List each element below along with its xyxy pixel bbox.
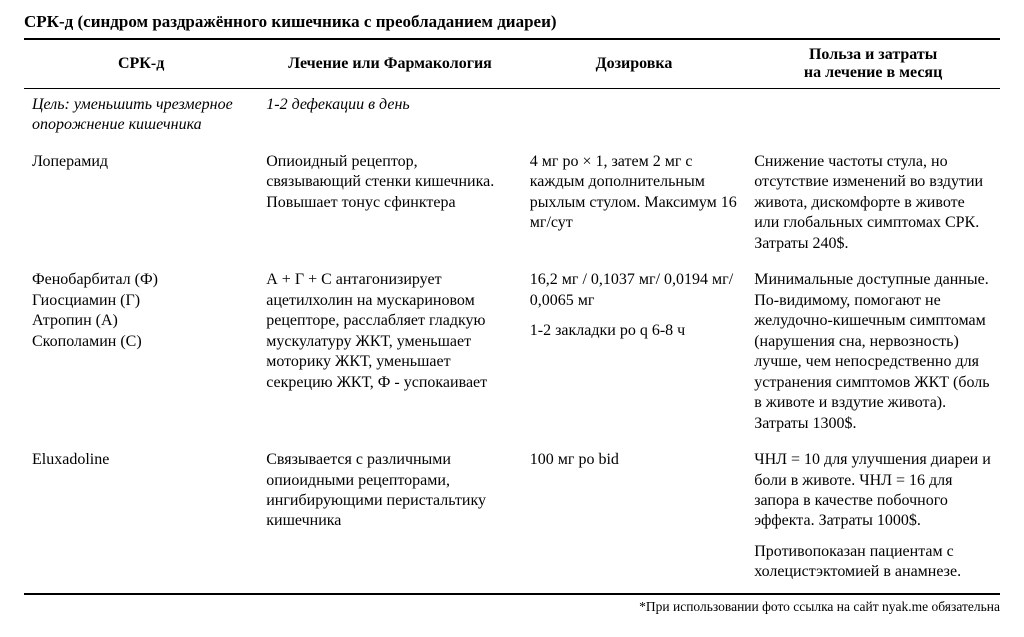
drug-dosage: 100 мг po bid xyxy=(522,444,746,593)
goal-value: 1-2 дефекации в день xyxy=(258,89,522,146)
table-title: СРК-д (синдром раздражённого кишечника с… xyxy=(24,10,1000,38)
drug-name: Eluxadoline xyxy=(24,444,258,593)
table-header-row: СРК-д Лечение или Фармакология Дозировка… xyxy=(24,40,1000,88)
goal-empty-benefit xyxy=(746,89,1000,146)
table-row: Лоперамид Опиоидный рецептор, связывающи… xyxy=(24,146,1000,264)
goal-label: Цель: уменьшить чрезмерное опорожнение к… xyxy=(24,89,258,146)
medication-table-body: Цель: уменьшить чрезмерное опорожнение к… xyxy=(24,89,1000,593)
dosage-line: 16,2 мг / 0,1037 мг/ 0,0194 мг/ 0,0065 м… xyxy=(530,270,738,311)
dosage-line: 1-2 закладки po q 6-8 ч xyxy=(530,321,738,341)
goal-empty-dosage xyxy=(522,89,746,146)
medication-table: СРК-д Лечение или Фармакология Дозировка… xyxy=(24,40,1000,88)
footnote: *При использовании фото ссылка на сайт n… xyxy=(24,595,1000,615)
drug-dosage: 4 мг po × 1, затем 2 мг с каждым дополни… xyxy=(522,146,746,264)
benefit-line: Противопоказан пациентам с холецистэктом… xyxy=(754,542,992,583)
col-header-treatment: Лечение или Фармакология xyxy=(258,40,522,88)
drug-name: Лоперамид xyxy=(24,146,258,264)
drug-benefit: ЧНЛ = 10 для улучшения диареи и боли в ж… xyxy=(746,444,1000,593)
drug-pharmacology: Связывается с различными опиоидными реце… xyxy=(258,444,522,593)
col-header-srkd: СРК-д xyxy=(24,40,258,88)
goal-row: Цель: уменьшить чрезмерное опорожнение к… xyxy=(24,89,1000,146)
drug-name-line: Скополамин (С) xyxy=(32,332,250,352)
drug-benefit: Снижение частоты стула, но отсутствие из… xyxy=(746,146,1000,264)
drug-name: Фенобарбитал (Ф) Гиосциамин (Г) Атропин … xyxy=(24,264,258,444)
benefit-line: ЧНЛ = 10 для улучшения диареи и боли в ж… xyxy=(754,450,992,532)
drug-name-line: Атропин (А) xyxy=(32,311,250,331)
table-row: Фенобарбитал (Ф) Гиосциамин (Г) Атропин … xyxy=(24,264,1000,444)
drug-name-line: Гиосциамин (Г) xyxy=(32,291,250,311)
drug-pharmacology: Опиоидный рецептор, связывающий стенки к… xyxy=(258,146,522,264)
col-header-benefit: Польза и затраты на лечение в месяц xyxy=(746,40,1000,88)
drug-pharmacology: А + Г + С антагонизирует ацетилхолин на … xyxy=(258,264,522,444)
drug-benefit: Минимальные доступные данные. По-видимом… xyxy=(746,264,1000,444)
drug-name-line: Фенобарбитал (Ф) xyxy=(32,270,250,290)
table-row: Eluxadoline Связывается с различными опи… xyxy=(24,444,1000,593)
col-header-dosage: Дозировка xyxy=(522,40,746,88)
drug-dosage: 16,2 мг / 0,1037 мг/ 0,0194 мг/ 0,0065 м… xyxy=(522,264,746,444)
document-page: СРК-д (синдром раздражённого кишечника с… xyxy=(0,0,1024,621)
